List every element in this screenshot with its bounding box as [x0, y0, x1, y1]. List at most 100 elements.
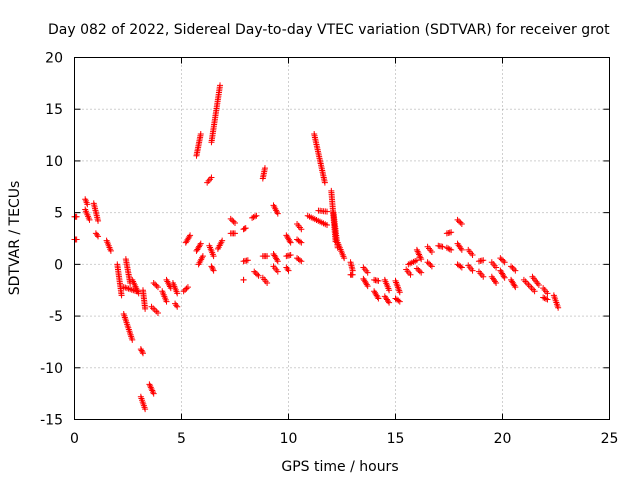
- data-point: [541, 295, 548, 302]
- data-point: [428, 263, 435, 270]
- data-point: [457, 263, 464, 270]
- data-point: [458, 221, 465, 228]
- data-point: [197, 240, 204, 247]
- data-point: [139, 350, 146, 357]
- data-point: [497, 255, 504, 262]
- data-point: [86, 216, 93, 223]
- data-point: [274, 210, 281, 217]
- data-point: [443, 244, 450, 251]
- data-point: [253, 212, 260, 219]
- y-tick-label: 5: [54, 206, 63, 222]
- data-point: [264, 253, 271, 260]
- data-point: [396, 298, 403, 305]
- data-point: [142, 406, 149, 413]
- data-point: [544, 296, 551, 303]
- data-point: [418, 269, 425, 276]
- data-point: [448, 229, 455, 236]
- data-point: [424, 259, 431, 266]
- data-point: [184, 284, 191, 291]
- data-point: [84, 201, 91, 208]
- data-point: [415, 266, 422, 273]
- data-point: [418, 256, 425, 263]
- data-point: [298, 239, 305, 246]
- data-point: [209, 266, 216, 273]
- data-point: [396, 289, 403, 296]
- data-point: [364, 283, 371, 290]
- data-point: [129, 336, 136, 343]
- data-point: [138, 347, 145, 354]
- data-point: [118, 292, 125, 299]
- data-point: [274, 258, 281, 265]
- data-point: [241, 225, 248, 232]
- data-point: [255, 272, 262, 279]
- data-point: [298, 258, 305, 265]
- data-point: [448, 246, 455, 253]
- data-point: [287, 252, 294, 259]
- data-point: [512, 267, 519, 274]
- data-point: [240, 276, 247, 283]
- data-point: [493, 264, 500, 271]
- data-point: [501, 274, 508, 281]
- data-point: [150, 390, 157, 397]
- data-point: [180, 288, 187, 295]
- data-point: [428, 248, 435, 255]
- y-axis-label: SDTVAR / TECUs: [7, 181, 23, 296]
- data-point: [480, 257, 487, 264]
- data-point: [230, 218, 237, 225]
- data-point: [286, 238, 293, 245]
- data-point: [219, 237, 226, 244]
- data-point: [153, 282, 160, 289]
- data-point: [535, 282, 542, 289]
- data-point: [199, 253, 206, 260]
- data-point: [217, 82, 224, 89]
- data-point: [458, 246, 465, 253]
- data-point: [197, 131, 204, 138]
- data-point: [375, 277, 382, 284]
- data-point: [375, 295, 382, 302]
- data-point: [413, 265, 420, 272]
- data-point: [93, 231, 100, 238]
- data-point: [511, 282, 518, 289]
- data-point: [187, 232, 194, 239]
- data-point: [298, 226, 305, 233]
- data-point: [349, 271, 356, 278]
- data-point: [500, 273, 507, 280]
- data-point: [285, 267, 292, 274]
- data-point: [509, 264, 516, 271]
- data-point: [274, 268, 281, 275]
- data-point: [296, 257, 303, 264]
- data-point: [363, 281, 370, 288]
- data-point: [209, 264, 216, 271]
- chart-title: Day 082 of 2022, Sidereal Day-to-day VTE…: [48, 22, 610, 38]
- grid: [74, 57, 610, 420]
- data-point: [407, 271, 414, 278]
- data-point: [480, 273, 487, 280]
- data-point: [183, 285, 190, 292]
- data-point: [413, 257, 420, 264]
- data-point: [139, 348, 146, 355]
- data-point: [254, 271, 261, 278]
- data-point: [210, 267, 217, 274]
- data-points: [71, 82, 562, 413]
- data-point: [250, 214, 257, 221]
- data-point: [251, 268, 258, 275]
- data-point: [324, 208, 331, 215]
- data-point: [512, 284, 519, 291]
- data-point: [244, 257, 251, 264]
- x-tick-label: 0: [70, 431, 79, 447]
- data-point: [182, 286, 189, 293]
- data-point: [284, 266, 291, 273]
- data-point: [458, 264, 465, 271]
- y-tick-label: -15: [40, 413, 63, 429]
- data-point: [469, 252, 476, 259]
- data-point: [174, 303, 181, 310]
- data-point: [544, 290, 551, 297]
- data-point: [457, 219, 464, 226]
- data-point: [510, 266, 517, 273]
- data-point: [296, 238, 303, 245]
- data-point: [395, 297, 402, 304]
- data-point: [498, 256, 505, 263]
- data-point: [229, 217, 236, 224]
- data-point: [493, 279, 500, 286]
